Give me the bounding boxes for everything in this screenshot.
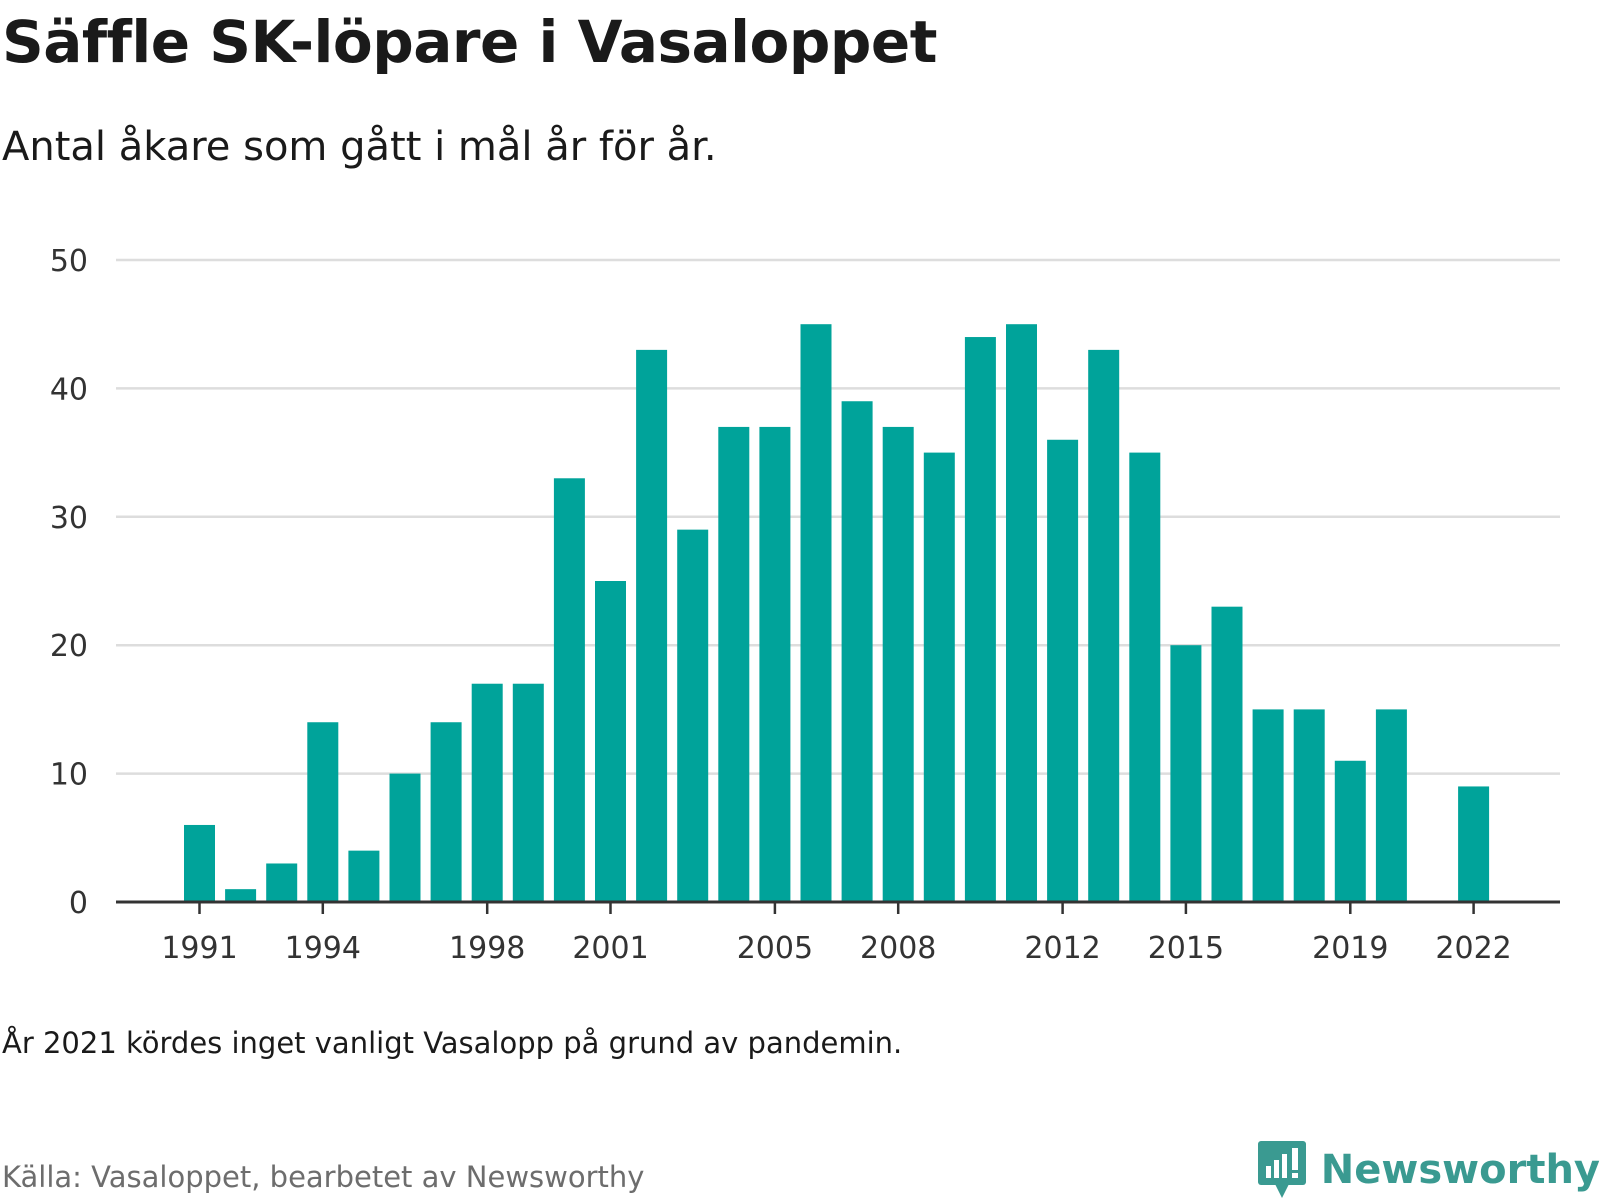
bar <box>225 889 257 902</box>
bar <box>1088 349 1120 902</box>
bar <box>348 850 380 902</box>
x-tick-label: 2008 <box>860 931 936 966</box>
bar <box>184 824 215 902</box>
bar <box>1047 439 1079 902</box>
bar <box>1170 645 1202 902</box>
bar <box>677 529 709 902</box>
bar <box>1129 452 1161 902</box>
y-tick-label: 20 <box>50 629 88 664</box>
bar <box>1211 606 1243 902</box>
source-credit: Källa: Vasaloppet, bearbetet av Newswort… <box>2 1160 645 1194</box>
bar <box>471 683 503 902</box>
bar-chart: 0 10 20 30 40 50 1991 1994 1998 2001 2005 2008 2012 2… <box>50 244 1560 966</box>
bar <box>923 452 955 902</box>
y-tick-label: 30 <box>50 501 88 536</box>
bar <box>512 683 544 902</box>
bar <box>1458 786 1490 902</box>
bar <box>1252 709 1284 902</box>
y-tick-label: 10 <box>50 758 88 793</box>
y-tick-label: 0 <box>69 886 88 921</box>
x-tick-label: 1994 <box>285 931 361 966</box>
bar <box>964 337 996 902</box>
bar <box>266 863 298 902</box>
bar <box>636 349 668 902</box>
brand-name: Newsworthy <box>1320 1147 1600 1193</box>
chart-subtitle: Antal åkare som gått i mål år för år. <box>2 124 717 170</box>
x-tick-label: 1991 <box>161 931 237 966</box>
x-tick-label: 1998 <box>449 931 525 966</box>
y-tick-label: 50 <box>50 244 88 279</box>
bar <box>800 324 832 902</box>
brand-logo: Newsworthy <box>1257 1140 1600 1200</box>
bar <box>595 581 626 902</box>
x-tick-label: 2005 <box>737 931 813 966</box>
bar <box>553 478 585 902</box>
bar <box>1334 760 1366 902</box>
bar <box>389 773 421 902</box>
bar <box>307 722 339 902</box>
bar <box>759 426 791 902</box>
x-tick-label: 2012 <box>1024 931 1100 966</box>
x-tick-label: 2022 <box>1435 931 1511 966</box>
chart-note: År 2021 kördes inget vanligt Vasalopp på… <box>2 1026 903 1060</box>
newsworthy-logo-icon <box>1257 1141 1306 1198</box>
bar <box>1006 324 1037 902</box>
y-tick-label: 40 <box>50 372 88 407</box>
chart-title: Säffle SK-löpare i Vasaloppet <box>2 8 937 76</box>
x-tick-label: 2019 <box>1312 931 1388 966</box>
bar <box>841 401 873 902</box>
x-tick-label: 2001 <box>572 931 648 966</box>
bar <box>718 426 750 902</box>
bar <box>882 426 914 902</box>
bar <box>1375 709 1407 902</box>
x-tick-label: 2015 <box>1148 931 1224 966</box>
bar <box>1293 709 1325 902</box>
bar <box>430 722 462 902</box>
